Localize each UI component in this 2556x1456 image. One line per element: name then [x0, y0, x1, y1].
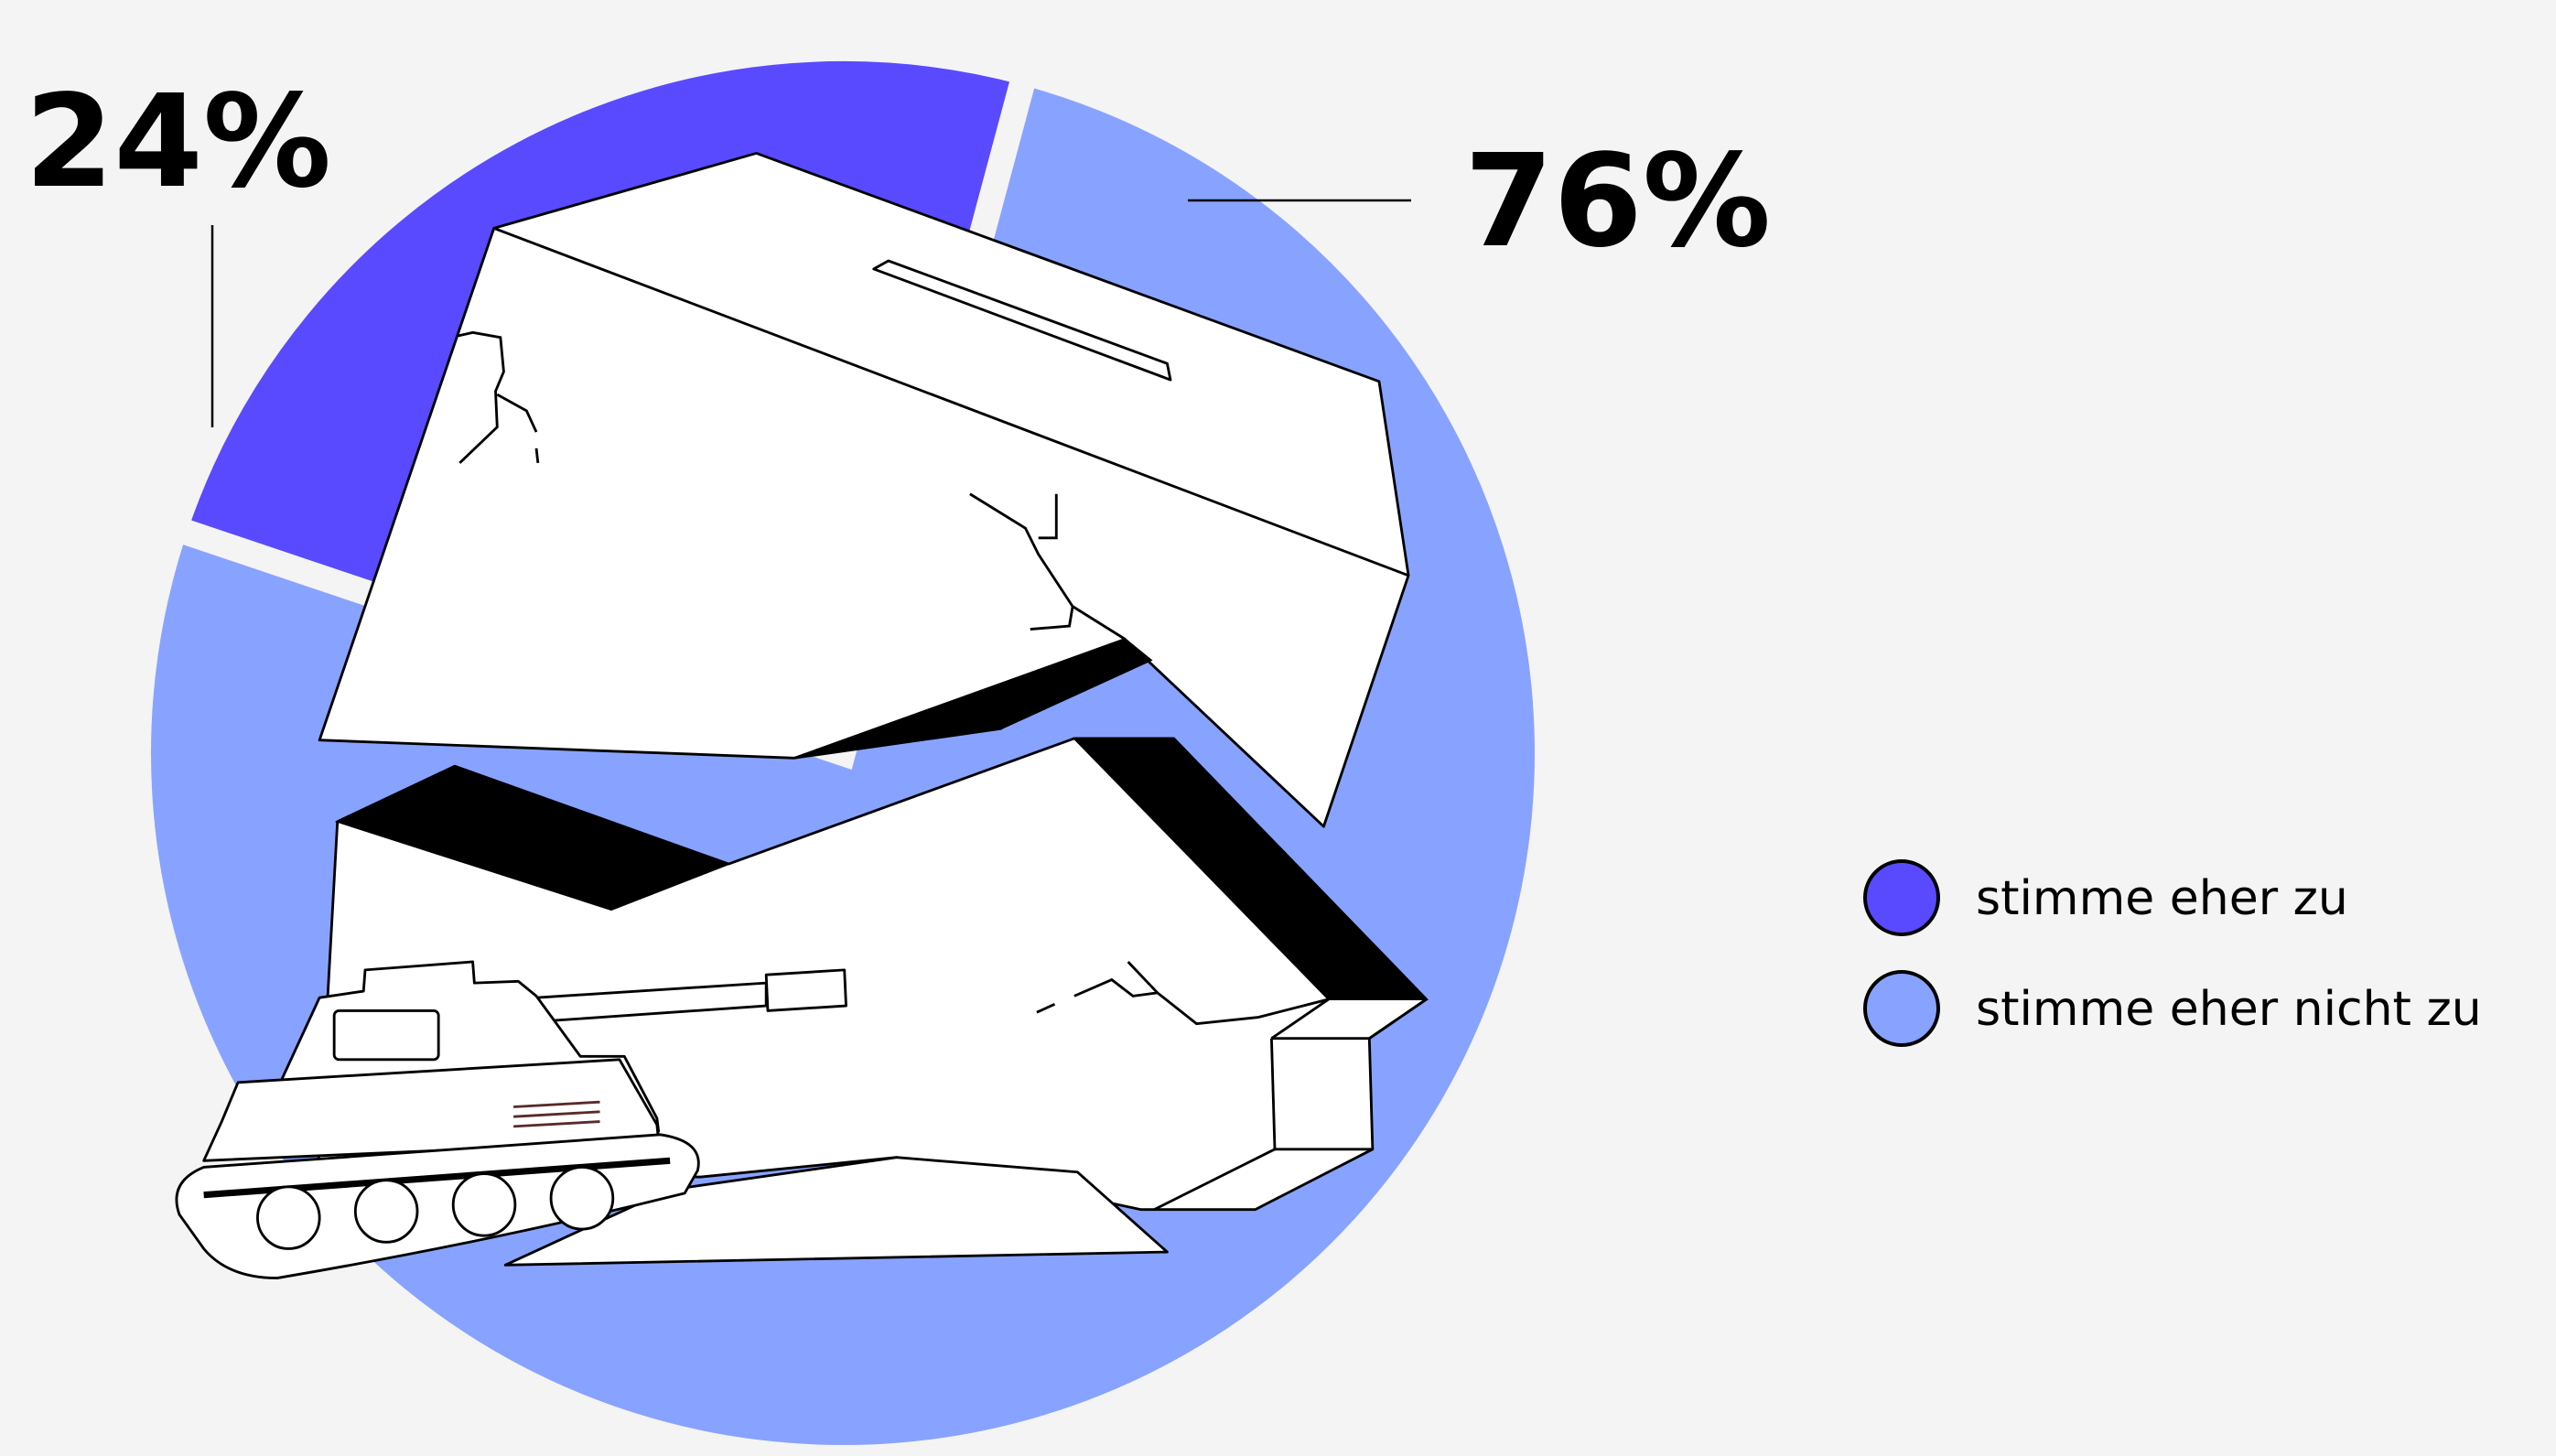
legend-swatch [1863, 970, 1940, 1047]
data-label: 76% [1464, 127, 1771, 276]
legend: stimme eher zu stimme eher nicht zu [1863, 859, 2482, 1047]
data-label: 24% [25, 68, 331, 217]
illustration [175, 152, 1429, 1279]
legend-label: stimme eher zu [1976, 871, 2348, 926]
legend-swatch [1863, 859, 1940, 936]
legend-label: stimme eher nicht zu [1976, 982, 2482, 1037]
